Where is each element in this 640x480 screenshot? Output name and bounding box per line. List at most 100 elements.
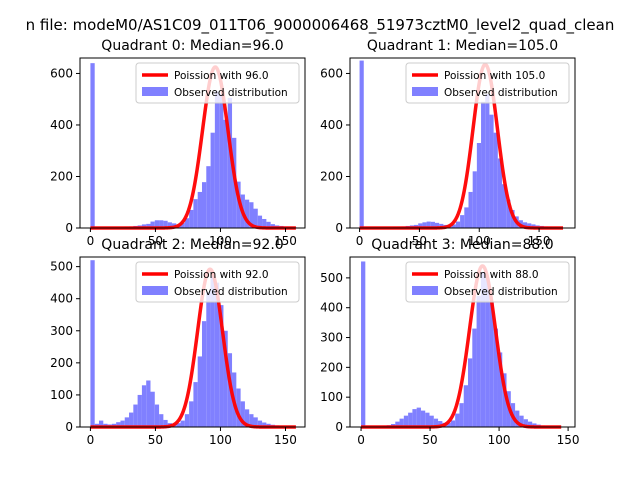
histogram-bar (485, 94, 490, 228)
histogram-bar (180, 222, 185, 228)
histogram-bar (154, 220, 160, 228)
histogram-bar (116, 422, 121, 427)
y-tick-label: 0 (65, 221, 73, 235)
histogram-bar (219, 305, 224, 427)
histogram-bar (150, 391, 155, 427)
histogram-bar (262, 422, 267, 427)
x-tick-label: 50 (412, 234, 427, 248)
y-tick-label: 200 (50, 169, 73, 183)
subplot-title: Quadrant 1: Median=105.0 (367, 38, 558, 54)
legend-label-observed: Observed distribution (174, 286, 288, 298)
legend-label-poisson: Poission with 96.0 (174, 70, 269, 82)
y-tick-label: 400 (50, 118, 73, 132)
panel-0: 0 50 100 150 0 200 400 600 Quadrant 0: Median=96… (50, 38, 306, 248)
histogram-bar (476, 295, 481, 427)
histogram-bar (146, 380, 151, 427)
histogram-bar (163, 419, 168, 427)
histogram-bar (236, 181, 241, 228)
y-tick-label: 100 (320, 390, 343, 404)
x-tick-label: 0 (356, 234, 364, 248)
legend-bar-swatch (412, 286, 438, 295)
histogram-bar (129, 412, 134, 427)
panel-1: 0 50 100 150 0 200 400 600 Quadrant 1: Median=10… (320, 38, 576, 248)
histogram-bar (141, 224, 147, 228)
legend: Poission with 92.0 Observed distribution (135, 261, 300, 303)
x-tick-label: 50 (148, 433, 163, 447)
axes-frame (349, 57, 576, 229)
y-tick-label: 100 (50, 388, 73, 402)
legend-label-observed: Observed distribution (174, 87, 288, 99)
histogram-bar (489, 114, 494, 228)
histogram-bar (506, 199, 511, 228)
histogram-bar (124, 417, 130, 427)
x-tick-label: 0 (357, 433, 365, 447)
y-tick-label: 400 (320, 301, 343, 315)
x-tick-label: 100 (488, 433, 511, 447)
subplot-title: Quadrant 0: Median=96.0 (101, 38, 283, 54)
histogram-bar (501, 184, 507, 228)
histogram-bar (249, 202, 254, 228)
histogram-bar (223, 119, 228, 228)
histogram-bar (219, 94, 224, 228)
histogram-bar (399, 418, 404, 427)
histogram-bar (146, 223, 151, 228)
histogram-bar (412, 409, 417, 427)
x-tick-label: 150 (528, 234, 551, 248)
histogram-bar (361, 261, 366, 427)
histogram-bar (481, 101, 486, 228)
histogram-bar (193, 382, 198, 427)
histogram-bar (163, 220, 168, 228)
figure-title: n file: modeM0/AS1C09_011T06_9000006468_… (26, 16, 615, 35)
histogram-bar (197, 356, 202, 427)
histogram-bar (159, 220, 164, 228)
histogram-bar (420, 410, 426, 427)
histogram-bar (455, 221, 461, 228)
histogram-bar (90, 63, 95, 228)
legend: Poission with 88.0 Observed distribution (405, 261, 570, 303)
histogram-bar (510, 209, 515, 228)
histogram-bar (210, 276, 215, 427)
y-tick-label: 200 (320, 360, 343, 374)
histogram-bar (206, 292, 211, 427)
y-tick-label: 0 (65, 420, 73, 434)
x-tick-label: 0 (87, 433, 95, 447)
histogram-bar (150, 221, 155, 228)
histogram-bar (451, 224, 456, 228)
histogram-bar (493, 132, 498, 228)
histogram-bar (141, 385, 147, 427)
histogram-bar (120, 420, 125, 427)
y-tick-label: 400 (50, 292, 73, 306)
histogram-bar (468, 191, 473, 228)
histogram-bar (450, 420, 456, 427)
histogram-bar (439, 223, 444, 228)
histogram-bar (472, 328, 477, 427)
y-tick-label: 200 (50, 356, 73, 370)
histogram-bar (489, 301, 494, 427)
histogram-bar (244, 199, 250, 228)
y-tick-label: 200 (320, 169, 343, 183)
histogram-bar (270, 224, 275, 228)
subplot-title: Quadrant 3: Median=88.0 (371, 237, 553, 253)
histogram-bar (476, 143, 482, 228)
y-tick-label: 0 (335, 420, 343, 434)
histogram-bar (468, 358, 473, 427)
histogram-bar (438, 421, 443, 427)
histogram-bar (257, 420, 263, 427)
x-tick-label: 100 (468, 234, 491, 248)
histogram-bar (459, 403, 464, 427)
y-tick-label: 500 (320, 271, 343, 285)
histogram-bar (418, 223, 423, 228)
y-tick-label: 500 (50, 260, 73, 274)
x-tick-label: 50 (422, 433, 437, 447)
histogram-bar (502, 373, 507, 427)
histogram-bar (446, 422, 451, 427)
histogram-bar (464, 207, 469, 228)
histogram-bar (497, 352, 503, 427)
histogram-bar (262, 218, 267, 228)
y-tick-label: 400 (320, 118, 343, 132)
histogram-bar (455, 413, 460, 427)
histogram-bar (176, 423, 181, 427)
histogram-bar (425, 412, 430, 427)
